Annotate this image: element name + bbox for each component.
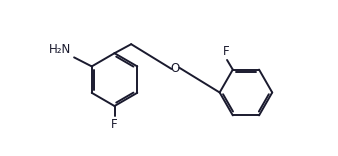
Text: H₂N: H₂N	[49, 43, 72, 56]
Text: O: O	[171, 62, 180, 75]
Text: F: F	[111, 118, 118, 131]
Text: F: F	[222, 45, 229, 58]
